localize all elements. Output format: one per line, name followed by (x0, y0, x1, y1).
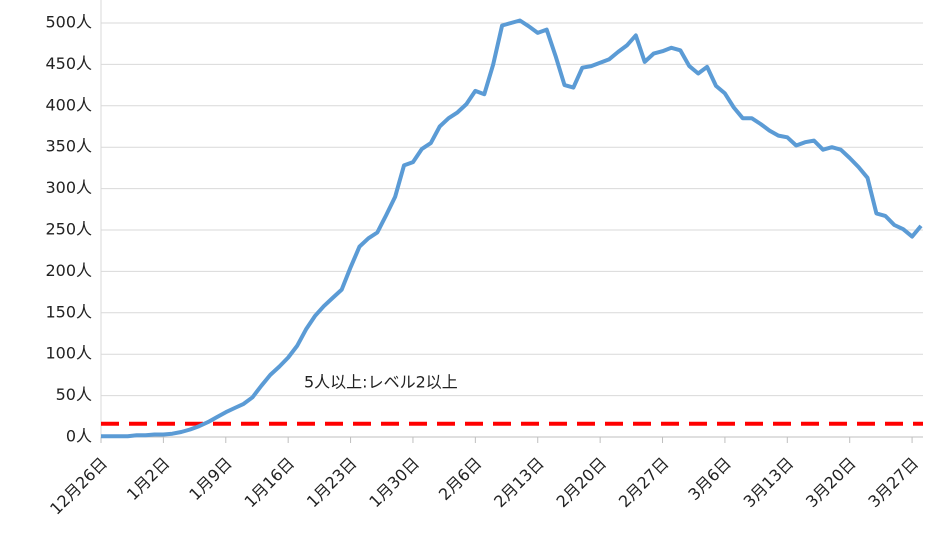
x-tick-label: 3月6日 (684, 454, 734, 504)
y-tick-label: 450人 (45, 54, 92, 73)
y-tick-label: 350人 (45, 137, 92, 156)
x-tick-label: 1月2日 (123, 454, 173, 504)
x-tick-label: 3月27日 (864, 454, 922, 512)
x-tick-label: 1月30日 (365, 454, 423, 512)
data-line (101, 18, 923, 439)
y-tick-label: 500人 (45, 13, 92, 32)
y-tick-label: 300人 (45, 178, 92, 197)
x-tick-label: 1月9日 (185, 454, 235, 504)
x-tick-label: 3月20日 (802, 454, 860, 512)
y-tick-label: 100人 (45, 344, 92, 363)
y-tick-label: 150人 (45, 302, 92, 321)
x-tick-label: 3月13日 (740, 454, 798, 512)
x-tick-label: 1月16日 (241, 454, 299, 512)
x-tick-label: 12月26日 (46, 454, 111, 519)
y-tick-label: 50人 (56, 385, 92, 404)
threshold-label: 5人以上:レベル2以上 (304, 373, 458, 392)
y-tick-label: 400人 (45, 95, 92, 114)
x-tick-label: 2月20日 (552, 454, 610, 512)
x-tick-label: 2月13日 (490, 454, 548, 512)
y-tick-label: 250人 (45, 220, 92, 239)
x-tick-label: 1月23日 (303, 454, 361, 512)
x-tick-label: 2月6日 (435, 454, 485, 504)
y-tick-label: 0人 (66, 427, 92, 446)
y-tick-label: 200人 (45, 261, 92, 280)
x-tick-label: 2月27日 (615, 454, 673, 512)
